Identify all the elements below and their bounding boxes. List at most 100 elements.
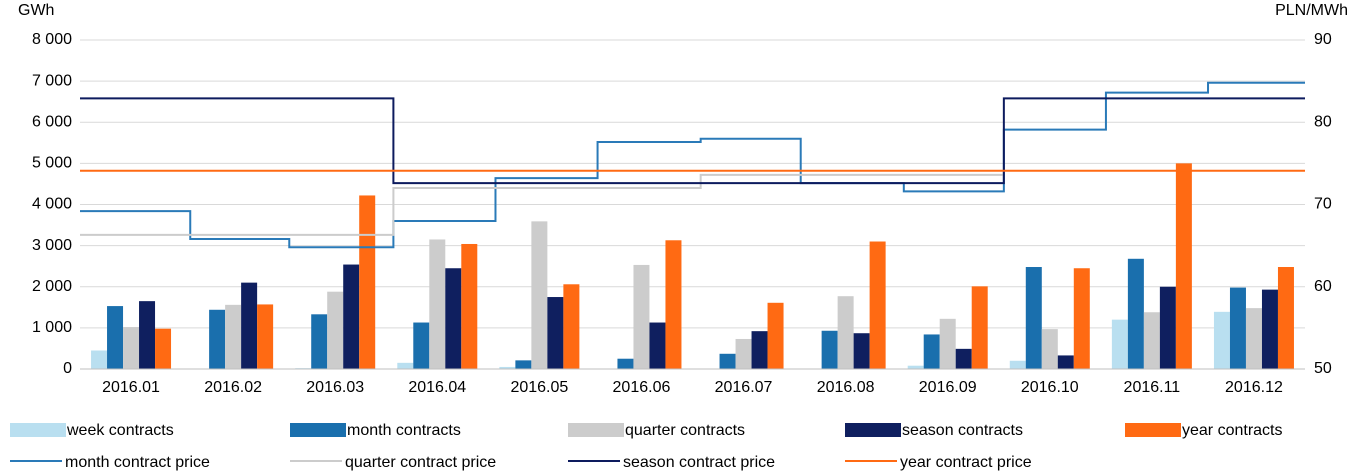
bar (1175, 163, 1192, 369)
bar (547, 297, 564, 369)
bar (1229, 287, 1246, 369)
bar (429, 239, 446, 369)
x-tick-label: 2016.02 (204, 379, 262, 396)
bar (907, 365, 924, 369)
bar (123, 327, 140, 369)
bar (139, 301, 156, 369)
legend-swatch (290, 423, 346, 437)
y-tick-label: 8 000 (32, 31, 72, 48)
bar (751, 331, 768, 369)
bar (837, 296, 854, 369)
y2-tick-label: 50 (1314, 360, 1332, 377)
bar (311, 314, 328, 369)
bar (241, 282, 258, 369)
bar (617, 358, 634, 369)
y-tick-label: 6 000 (32, 113, 72, 130)
bar (853, 333, 870, 369)
y-tick-label: 0 (63, 360, 72, 377)
bar (1127, 258, 1144, 369)
x-tick-label: 2016.12 (1225, 379, 1283, 396)
legend-label: quarter contracts (625, 422, 745, 439)
x-tick-label: 2016.01 (102, 379, 160, 396)
y2-tick-label: 80 (1314, 113, 1332, 130)
price-line (80, 97, 1305, 185)
bar (939, 318, 956, 369)
bar (665, 240, 682, 369)
legend-swatch (1125, 423, 1181, 437)
price-line (80, 173, 1004, 236)
bar (209, 309, 226, 369)
bar (1213, 311, 1230, 369)
x-tick-label: 2016.11 (1124, 379, 1181, 396)
bar (1009, 360, 1026, 369)
bar (155, 328, 172, 369)
bar (499, 366, 516, 369)
y-tick-label: 5 000 (32, 155, 72, 172)
bar (1159, 286, 1176, 369)
legend-label: week contracts (66, 422, 174, 439)
bar (971, 286, 988, 369)
bar (923, 334, 940, 369)
y-tick-label: 4 000 (32, 196, 72, 213)
legend-label: quarter contract price (345, 454, 496, 471)
y2-tick-label: 60 (1314, 278, 1332, 295)
bar (767, 302, 784, 369)
bar (719, 353, 736, 369)
price-line (80, 81, 1305, 249)
bar (1261, 289, 1278, 369)
bar (1057, 355, 1074, 369)
bar (1073, 268, 1090, 369)
bar (515, 360, 532, 369)
y2-axis-label: PLN/MWh (1275, 2, 1348, 19)
bar (1025, 267, 1042, 369)
y2-tick-label: 70 (1314, 196, 1332, 213)
bar (225, 304, 242, 369)
bar (1111, 319, 1128, 369)
bar (1245, 308, 1262, 369)
legend-label: year contract price (900, 454, 1032, 471)
bar (531, 221, 548, 369)
bar (1041, 329, 1058, 369)
bar (413, 322, 430, 369)
y-tick-label: 3 000 (32, 237, 72, 254)
bar (445, 268, 462, 369)
legend-label: season contracts (902, 422, 1023, 439)
bar (107, 306, 124, 369)
legend-label: year contracts (1182, 422, 1282, 439)
legend-label: month contract price (65, 454, 210, 471)
bar (955, 348, 972, 369)
bar (869, 241, 886, 369)
y-tick-label: 7 000 (32, 72, 72, 89)
y-axis-label: GWh (18, 2, 54, 19)
x-tick-label: 2016.09 (919, 379, 977, 396)
bar (397, 362, 414, 369)
bar (91, 350, 108, 369)
bar (257, 304, 274, 369)
bar (1143, 312, 1160, 369)
x-tick-label: 2016.10 (1021, 379, 1079, 396)
legend-label: month contracts (347, 422, 461, 439)
bar (633, 264, 650, 369)
bar (821, 330, 838, 369)
legend-label: season contract price (623, 454, 775, 471)
bar (1277, 267, 1294, 369)
bar (343, 264, 360, 369)
bar (649, 322, 666, 369)
legend-swatch (845, 423, 901, 437)
x-tick-label: 2016.04 (408, 379, 466, 396)
bar (563, 284, 580, 369)
bar (327, 291, 344, 369)
y-tick-label: 1 000 (32, 319, 72, 336)
legend-swatch (10, 423, 66, 437)
bar (359, 195, 376, 369)
bar (735, 338, 752, 369)
y2-tick-label: 90 (1314, 31, 1332, 48)
x-tick-label: 2016.07 (715, 379, 773, 396)
x-tick-label: 2016.05 (510, 379, 568, 396)
y-tick-label: 2 000 (32, 278, 72, 295)
x-tick-label: 2016.08 (817, 379, 875, 396)
legend-swatch (568, 423, 624, 437)
x-tick-label: 2016.03 (306, 379, 364, 396)
